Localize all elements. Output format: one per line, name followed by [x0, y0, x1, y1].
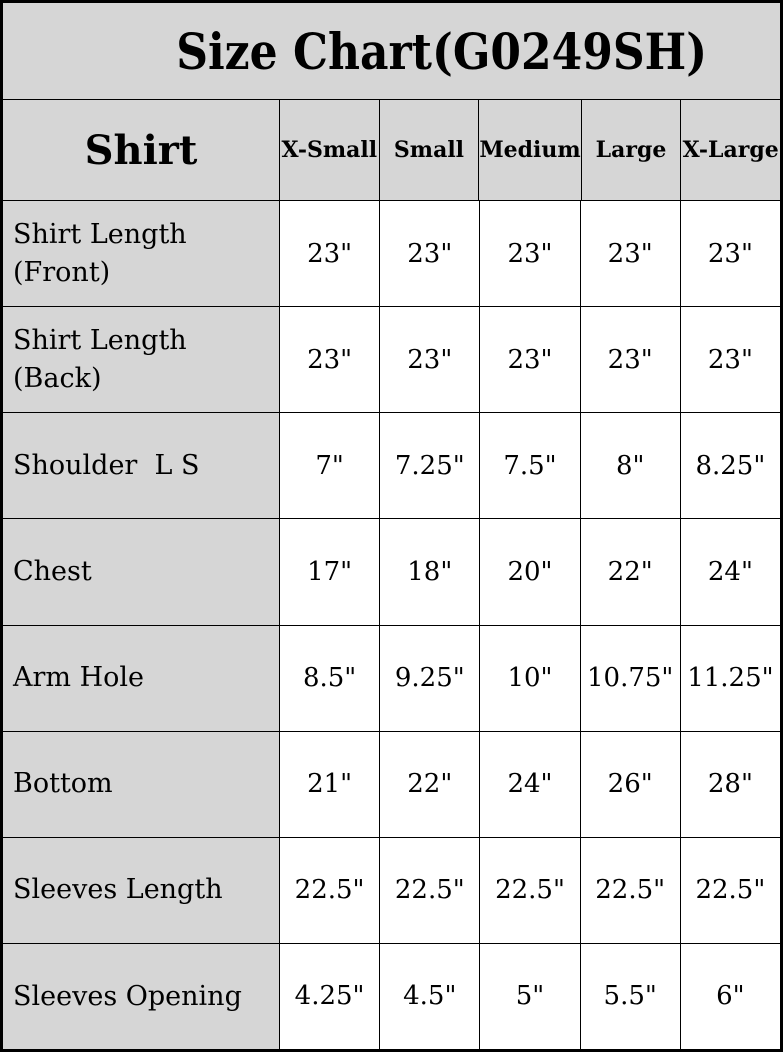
- row-label: Sleeves Opening: [3, 943, 279, 1049]
- size-value-cell: 8.25": [679, 413, 780, 519]
- size-value-cell: 7.5": [479, 413, 580, 519]
- row-label: Shirt Length (Front): [3, 201, 279, 307]
- table-row: Sleeves Opening 4.25" 4.5" 5" 5.5" 6": [3, 943, 780, 1049]
- column-header-xsmall: X-Small: [279, 100, 379, 200]
- size-value-cell: 7.25": [379, 413, 480, 519]
- chart-title-row: Size Chart(G0249SH): [3, 3, 780, 100]
- row-label: Shoulder L S: [3, 413, 279, 519]
- row-label: Shirt Length (Back): [3, 307, 279, 413]
- row-label: Sleeves Length: [3, 837, 279, 943]
- size-value-cell: 4.5": [379, 943, 480, 1049]
- size-value-cell: 18": [379, 519, 480, 625]
- size-value-cell: 22.5": [479, 837, 580, 943]
- row-label: Chest: [3, 519, 279, 625]
- column-header-xlarge: X-Large: [680, 100, 780, 200]
- column-header-medium: Medium: [478, 100, 581, 200]
- size-value-cell: 23": [579, 307, 680, 413]
- size-value-cell: 22.5": [579, 837, 680, 943]
- size-value-cell: 10": [479, 625, 580, 731]
- size-value-cell: 9.25": [379, 625, 480, 731]
- size-value-cell: 5": [479, 943, 580, 1049]
- table-row: Bottom 21" 22" 24" 26" 28": [3, 731, 780, 838]
- column-header-large: Large: [580, 100, 681, 200]
- chart-title: Size Chart(G0249SH): [176, 21, 707, 81]
- size-value-cell: 23": [679, 201, 780, 307]
- table-row: Arm Hole 8.5" 9.25" 10" 10.75" 11.25": [3, 625, 780, 732]
- table-header-row: Shirt X-Small Small Medium Large X-Large: [3, 100, 780, 201]
- size-value-cell: 23": [479, 201, 580, 307]
- column-header-small: Small: [378, 100, 479, 200]
- size-value-cell: 22": [379, 731, 480, 837]
- size-value-cell: 24": [479, 731, 580, 837]
- size-value-cell: 23": [279, 307, 380, 413]
- table-row: Sleeves Length 22.5" 22.5" 22.5" 22.5" 22.5": [3, 837, 780, 944]
- size-value-cell: 22.5": [279, 837, 380, 943]
- size-value-cell: 22.5": [379, 837, 480, 943]
- size-value-cell: 5.5": [579, 943, 680, 1049]
- size-value-cell: 8": [579, 413, 680, 519]
- size-value-cell: 23": [279, 201, 380, 307]
- size-value-cell: 23": [479, 307, 580, 413]
- size-value-cell: 23": [579, 201, 680, 307]
- size-value-cell: 6": [679, 943, 780, 1049]
- size-value-cell: 22": [579, 519, 680, 625]
- table-row: Shirt Length (Front) 23" 23" 23" 23" 23": [3, 201, 780, 308]
- size-value-cell: 10.75": [579, 625, 680, 731]
- size-value-cell: 23": [379, 201, 480, 307]
- corner-header-shirt: Shirt: [3, 100, 279, 200]
- table-row: Chest 17" 18" 20" 22" 24": [3, 519, 780, 626]
- size-value-cell: 11.25": [679, 625, 780, 731]
- size-value-cell: 24": [679, 519, 780, 625]
- size-value-cell: 21": [279, 731, 380, 837]
- size-value-cell: 28": [679, 731, 780, 837]
- table-body: Shirt Length (Front) 23" 23" 23" 23" 23" Shirt…: [3, 201, 780, 1049]
- row-label: Bottom: [3, 731, 279, 837]
- size-value-cell: 17": [279, 519, 380, 625]
- size-value-cell: 26": [579, 731, 680, 837]
- size-value-cell: 4.25": [279, 943, 380, 1049]
- size-value-cell: 8.5": [279, 625, 380, 731]
- row-label: Arm Hole: [3, 625, 279, 731]
- size-value-cell: 23": [379, 307, 480, 413]
- size-value-cell: 23": [679, 307, 780, 413]
- size-value-cell: 22.5": [679, 837, 780, 943]
- size-value-cell: 20": [479, 519, 580, 625]
- table-row: Shoulder L S 7" 7.25" 7.5" 8" 8.25": [3, 413, 780, 520]
- size-value-cell: 7": [279, 413, 380, 519]
- table-row: Shirt Length (Back) 23" 23" 23" 23" 23": [3, 307, 780, 414]
